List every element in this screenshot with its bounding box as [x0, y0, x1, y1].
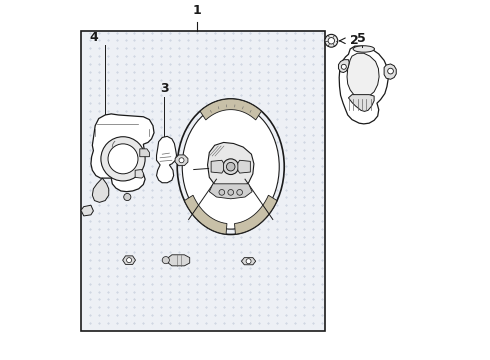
Polygon shape	[184, 195, 227, 234]
Polygon shape	[235, 195, 277, 234]
Polygon shape	[238, 160, 250, 173]
Text: 4: 4	[89, 31, 98, 44]
Ellipse shape	[353, 46, 374, 52]
Polygon shape	[348, 95, 374, 111]
Circle shape	[388, 68, 393, 74]
Circle shape	[126, 258, 132, 263]
Text: 3: 3	[160, 82, 169, 95]
Polygon shape	[91, 114, 154, 192]
Polygon shape	[140, 149, 149, 157]
Circle shape	[226, 162, 235, 171]
Polygon shape	[135, 170, 144, 178]
Circle shape	[342, 64, 346, 69]
Circle shape	[246, 259, 251, 264]
Circle shape	[162, 257, 170, 264]
Circle shape	[219, 189, 225, 195]
Circle shape	[101, 137, 145, 181]
Polygon shape	[384, 64, 396, 79]
Circle shape	[223, 159, 239, 175]
Circle shape	[237, 189, 243, 195]
Polygon shape	[347, 53, 379, 98]
Circle shape	[325, 34, 338, 47]
Circle shape	[123, 193, 131, 201]
Ellipse shape	[182, 104, 279, 229]
Text: 5: 5	[357, 32, 366, 45]
Circle shape	[228, 189, 234, 195]
Polygon shape	[81, 205, 94, 216]
Polygon shape	[122, 256, 136, 265]
Polygon shape	[339, 46, 389, 124]
Polygon shape	[211, 160, 223, 173]
Polygon shape	[175, 155, 188, 166]
Polygon shape	[242, 258, 256, 265]
Polygon shape	[208, 143, 254, 192]
Circle shape	[108, 144, 138, 174]
Text: 1: 1	[193, 4, 201, 17]
Polygon shape	[200, 99, 262, 120]
Polygon shape	[339, 60, 349, 72]
Circle shape	[179, 158, 184, 163]
Bar	[81, 31, 325, 331]
Polygon shape	[92, 178, 109, 202]
Text: 2: 2	[350, 34, 359, 47]
Polygon shape	[156, 136, 176, 183]
Circle shape	[328, 37, 335, 44]
Polygon shape	[209, 184, 252, 199]
Polygon shape	[168, 255, 190, 266]
